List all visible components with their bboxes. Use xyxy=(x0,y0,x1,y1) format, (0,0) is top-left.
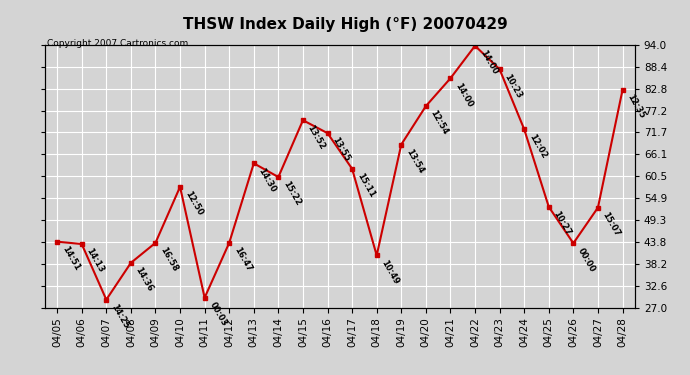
Text: 00:00: 00:00 xyxy=(576,246,597,273)
Text: Copyright 2007 Cartronics.com: Copyright 2007 Cartronics.com xyxy=(47,39,188,48)
Text: 10:23: 10:23 xyxy=(502,72,524,100)
Text: 12:50: 12:50 xyxy=(183,190,204,217)
Text: 14:25: 14:25 xyxy=(109,303,130,330)
Text: 12:54: 12:54 xyxy=(428,109,450,136)
Text: 14:13: 14:13 xyxy=(84,247,106,274)
Text: 12:02: 12:02 xyxy=(527,132,548,160)
Text: 12:35: 12:35 xyxy=(625,93,647,120)
Text: 15:22: 15:22 xyxy=(281,180,302,208)
Text: 00:03: 00:03 xyxy=(208,300,228,328)
Text: 13:55: 13:55 xyxy=(331,136,351,164)
Text: 16:47: 16:47 xyxy=(232,246,253,273)
Text: 16:58: 16:58 xyxy=(158,246,179,273)
Text: 15:07: 15:07 xyxy=(601,210,622,238)
Text: THSW Index Daily High (°F) 20070429: THSW Index Daily High (°F) 20070429 xyxy=(183,17,507,32)
Text: 13:54: 13:54 xyxy=(404,147,425,175)
Text: 14:30: 14:30 xyxy=(257,166,277,194)
Text: 13:52: 13:52 xyxy=(306,123,327,151)
Text: 10:49: 10:49 xyxy=(380,258,401,286)
Text: 15:11: 15:11 xyxy=(355,172,376,200)
Text: 14:00: 14:00 xyxy=(477,48,499,76)
Text: 14:00: 14:00 xyxy=(453,81,474,109)
Text: 14:36: 14:36 xyxy=(134,266,155,293)
Text: 14:51: 14:51 xyxy=(60,244,81,272)
Text: 10:27: 10:27 xyxy=(551,210,573,237)
